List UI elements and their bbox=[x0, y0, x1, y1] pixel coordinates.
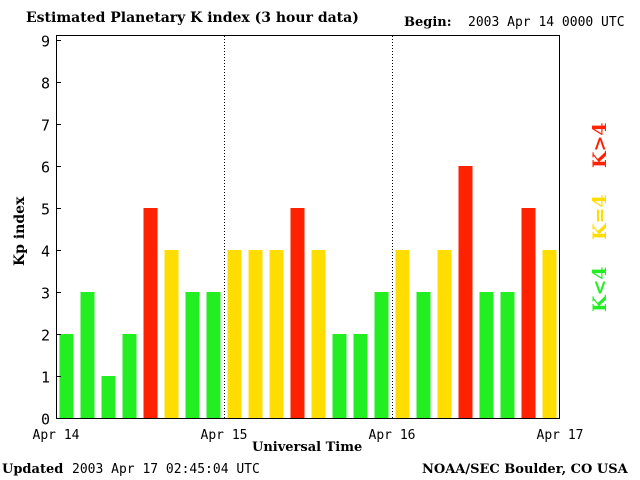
x-day-label: Apr 16 bbox=[369, 428, 416, 443]
kp-bar bbox=[248, 250, 263, 418]
kp-bar bbox=[542, 250, 557, 418]
y-tick-label: 7 bbox=[41, 117, 50, 135]
kp-bar bbox=[395, 250, 410, 418]
y-axis-ticks: 0 1 2 3 4 5 6 7 8 9 bbox=[41, 33, 61, 429]
kp-bar bbox=[80, 292, 95, 418]
kp-bar bbox=[353, 334, 368, 418]
kp-bar bbox=[185, 292, 200, 418]
kp-bar bbox=[416, 292, 431, 418]
updated-label: Updated bbox=[2, 462, 64, 477]
kp-bar bbox=[332, 334, 347, 418]
y-tick-label: 8 bbox=[41, 75, 50, 93]
kp-bar bbox=[143, 208, 158, 418]
updated-value: 2003 Apr 17 02:45:04 UTC bbox=[72, 462, 260, 477]
begin-value: 2003 Apr 14 0000 UTC bbox=[468, 15, 625, 30]
kp-bar bbox=[101, 376, 116, 418]
data-source: NOAA/SEC Boulder, CO USA bbox=[422, 462, 628, 477]
begin-label: Begin: bbox=[404, 15, 452, 30]
kp-bar bbox=[206, 292, 221, 418]
y-tick-label: 0 bbox=[41, 411, 50, 429]
kp-bar bbox=[437, 250, 452, 418]
legend-low: K<4 bbox=[589, 266, 611, 312]
kp-bar bbox=[122, 334, 137, 418]
legend-mid: K=4 bbox=[589, 194, 611, 240]
legend-high: K>4 bbox=[589, 122, 611, 168]
kp-bar bbox=[521, 208, 536, 418]
plot-frame bbox=[56, 35, 560, 419]
kp-bar bbox=[374, 292, 389, 418]
kp-bar bbox=[59, 334, 74, 418]
kp-bar bbox=[269, 250, 284, 418]
chart-title: Estimated Planetary K index (3 hour data… bbox=[26, 10, 359, 26]
kp-bar bbox=[164, 250, 179, 418]
day-separators bbox=[224, 36, 393, 418]
y-tick-label: 1 bbox=[41, 369, 50, 387]
kp-bar bbox=[311, 250, 326, 418]
x-day-label: Apr 15 bbox=[201, 428, 248, 443]
kp-bar bbox=[458, 166, 473, 418]
x-day-label: Apr 17 bbox=[537, 428, 584, 443]
y-tick-label: 2 bbox=[41, 327, 50, 345]
kp-bar bbox=[227, 250, 242, 418]
y-tick-label: 6 bbox=[41, 159, 50, 177]
kp-bar bbox=[290, 208, 305, 418]
y-axis-label: Kp index bbox=[12, 196, 28, 266]
y-tick-label: 4 bbox=[41, 243, 50, 261]
x-axis-day-labels: Apr 14 Apr 15 Apr 16 Apr 17 bbox=[33, 428, 584, 443]
x-axis-label: Universal Time bbox=[252, 440, 363, 455]
y-tick-label: 3 bbox=[41, 285, 50, 303]
kp-bar bbox=[479, 292, 494, 418]
y-tick-label: 5 bbox=[41, 201, 50, 219]
x-day-label: Apr 14 bbox=[33, 428, 80, 443]
kp-bars bbox=[59, 166, 557, 418]
kp-bar bbox=[500, 292, 515, 418]
y-tick-label: 9 bbox=[41, 33, 50, 51]
